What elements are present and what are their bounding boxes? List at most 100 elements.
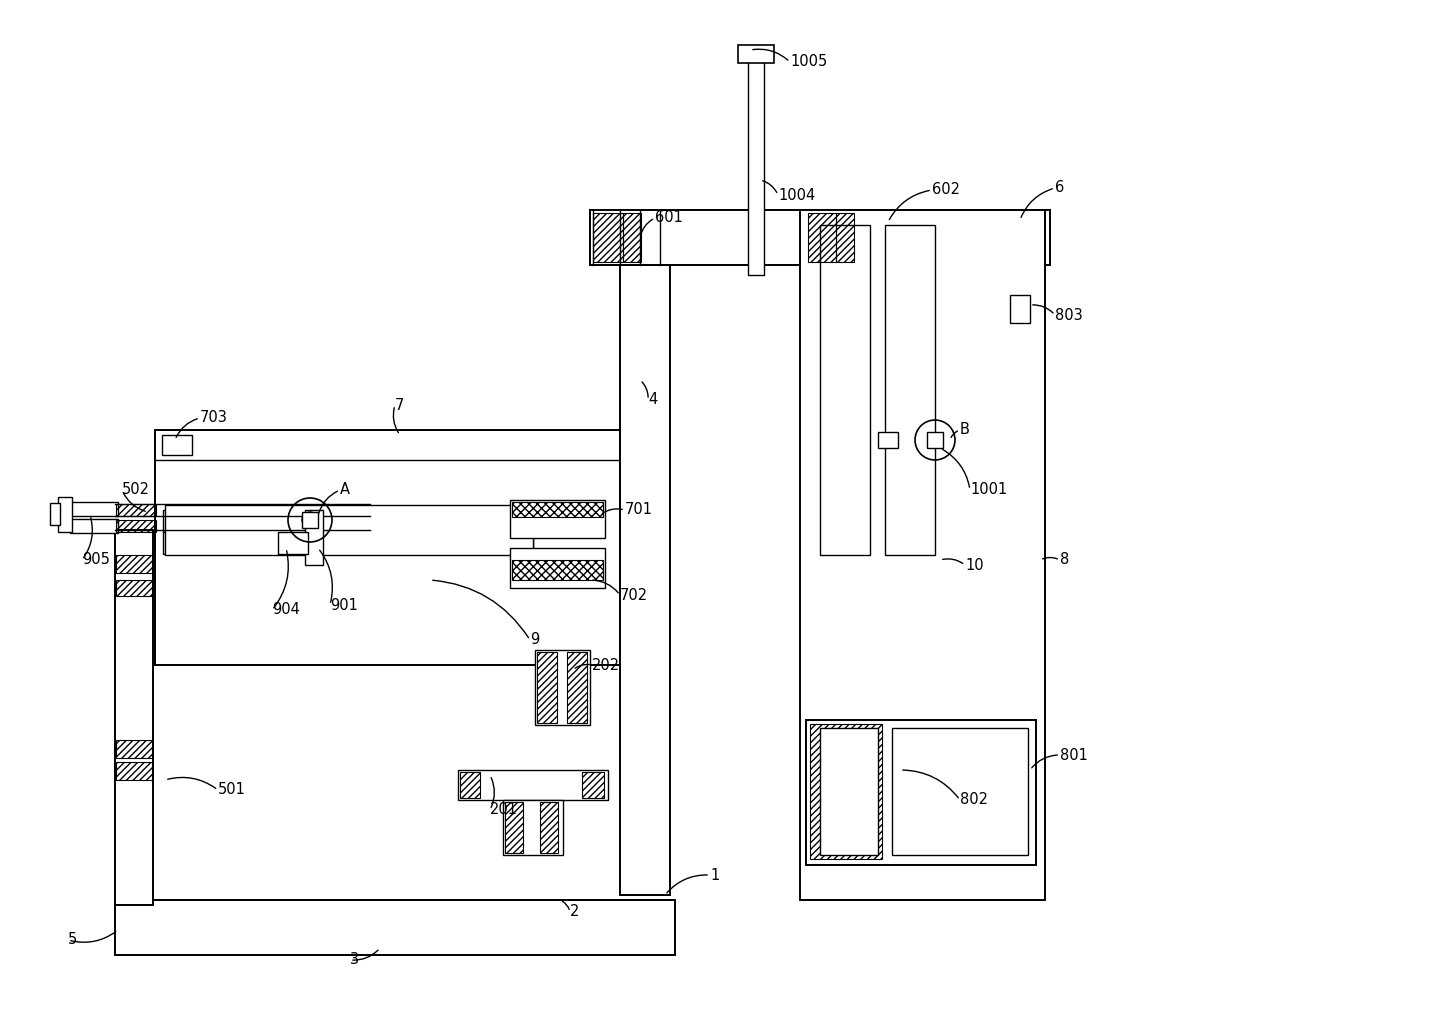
Text: 1: 1 — [710, 868, 720, 883]
FancyArrowPatch shape — [1032, 305, 1053, 313]
Bar — [155, 430, 620, 665]
Bar — [835, 213, 854, 262]
Text: 5: 5 — [68, 933, 77, 947]
Bar — [165, 505, 533, 555]
Bar — [799, 210, 1045, 900]
FancyArrowPatch shape — [123, 492, 145, 512]
Bar — [306, 510, 323, 565]
Text: 701: 701 — [626, 502, 653, 518]
FancyArrowPatch shape — [274, 550, 288, 608]
Bar — [505, 802, 523, 853]
Text: A: A — [340, 483, 350, 497]
Text: 904: 904 — [272, 603, 300, 618]
FancyArrowPatch shape — [668, 875, 707, 893]
Bar — [594, 213, 623, 262]
Bar — [749, 60, 765, 275]
Text: 501: 501 — [219, 783, 246, 798]
Bar — [116, 504, 156, 516]
Text: 3: 3 — [350, 952, 359, 968]
FancyArrowPatch shape — [320, 550, 333, 603]
Bar — [116, 520, 156, 532]
Text: 8: 8 — [1060, 552, 1069, 568]
FancyArrowPatch shape — [943, 559, 963, 564]
Bar — [510, 500, 605, 538]
FancyArrowPatch shape — [640, 219, 653, 235]
Bar — [70, 502, 117, 516]
Bar — [114, 530, 153, 905]
FancyArrowPatch shape — [491, 777, 494, 807]
Text: 803: 803 — [1056, 308, 1083, 322]
Bar — [502, 800, 563, 855]
Text: 601: 601 — [654, 211, 683, 225]
FancyArrowPatch shape — [943, 449, 970, 487]
Text: 202: 202 — [592, 658, 620, 672]
FancyArrowPatch shape — [177, 418, 197, 438]
Bar — [58, 497, 72, 532]
Bar — [620, 265, 670, 895]
Text: 801: 801 — [1060, 748, 1087, 762]
Bar — [116, 762, 152, 780]
Bar — [537, 652, 557, 723]
FancyArrowPatch shape — [1021, 189, 1053, 218]
FancyArrowPatch shape — [592, 580, 618, 593]
Bar — [70, 519, 117, 533]
FancyArrowPatch shape — [433, 580, 529, 637]
Text: 1005: 1005 — [791, 54, 827, 70]
Text: 1001: 1001 — [970, 483, 1008, 497]
Bar — [116, 740, 152, 758]
FancyArrowPatch shape — [1032, 755, 1057, 768]
FancyArrowPatch shape — [84, 518, 93, 558]
Text: 9: 9 — [530, 632, 539, 648]
Bar — [820, 225, 870, 555]
FancyArrowPatch shape — [889, 190, 930, 220]
Text: 602: 602 — [933, 182, 960, 197]
Bar — [116, 580, 152, 596]
Bar — [278, 532, 308, 554]
FancyArrowPatch shape — [319, 491, 337, 514]
FancyArrowPatch shape — [394, 408, 398, 433]
Bar — [877, 432, 898, 448]
Text: 6: 6 — [1056, 180, 1064, 195]
FancyArrowPatch shape — [353, 950, 378, 961]
Bar — [623, 213, 641, 262]
Bar — [568, 652, 586, 723]
FancyArrowPatch shape — [951, 431, 957, 438]
Text: 7: 7 — [395, 398, 404, 412]
FancyArrowPatch shape — [602, 508, 623, 514]
FancyArrowPatch shape — [902, 770, 959, 798]
Bar — [582, 772, 604, 798]
Bar — [534, 650, 589, 725]
Bar — [116, 555, 152, 573]
FancyArrowPatch shape — [763, 181, 776, 192]
FancyArrowPatch shape — [641, 382, 649, 397]
Bar — [458, 770, 608, 800]
Text: 905: 905 — [83, 552, 110, 568]
Text: 802: 802 — [960, 793, 988, 807]
Bar — [738, 45, 775, 63]
Bar — [162, 435, 193, 455]
Text: 4: 4 — [649, 393, 657, 407]
Bar — [927, 432, 943, 448]
Bar — [1011, 295, 1030, 323]
FancyArrowPatch shape — [168, 777, 216, 789]
Text: 901: 901 — [330, 597, 358, 613]
Text: 502: 502 — [122, 483, 151, 497]
Text: B: B — [960, 422, 970, 438]
Bar — [164, 510, 533, 532]
Text: 2: 2 — [571, 904, 579, 920]
Bar — [589, 210, 1050, 265]
Text: 201: 201 — [489, 802, 518, 817]
Bar — [303, 512, 319, 528]
Bar — [164, 532, 533, 554]
FancyArrowPatch shape — [1043, 558, 1057, 559]
FancyArrowPatch shape — [753, 49, 788, 60]
Bar — [460, 772, 479, 798]
Bar — [885, 225, 935, 555]
FancyArrowPatch shape — [575, 665, 589, 668]
FancyArrowPatch shape — [562, 901, 569, 909]
Bar — [51, 503, 59, 525]
Bar — [892, 728, 1028, 855]
Bar — [808, 213, 835, 262]
Text: 1004: 1004 — [778, 187, 815, 203]
Text: 703: 703 — [200, 410, 227, 426]
